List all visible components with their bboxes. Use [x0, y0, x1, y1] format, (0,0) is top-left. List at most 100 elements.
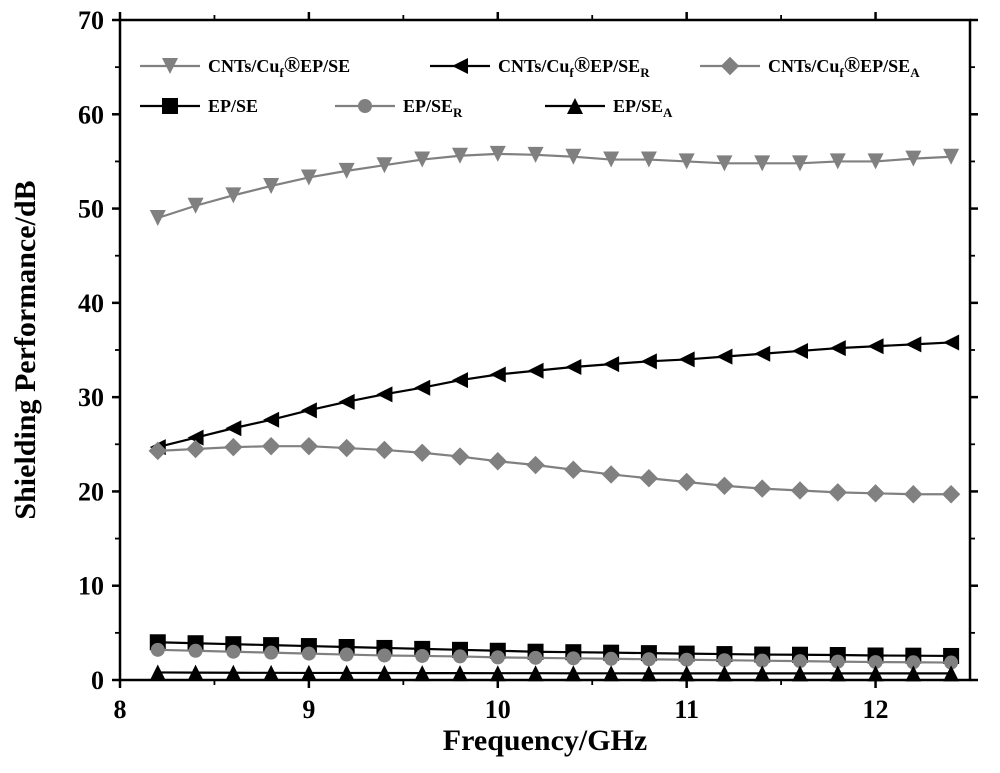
marker-circle — [340, 648, 354, 662]
marker-triangle-left — [490, 367, 506, 383]
marker-diamond — [602, 465, 620, 483]
marker-diamond — [753, 479, 771, 497]
marker-triangle-left — [679, 351, 695, 367]
marker-triangle-left — [641, 353, 657, 369]
x-tick-label: 8 — [114, 695, 127, 724]
marker-diamond — [942, 485, 960, 503]
series-line — [158, 154, 951, 218]
marker-circle — [415, 649, 429, 663]
marker-diamond — [721, 57, 739, 75]
marker-diamond — [904, 485, 922, 503]
marker-triangle-left — [716, 349, 732, 365]
legend-label: CNTs/Cuf®EP/SER — [498, 52, 650, 80]
y-tick-label: 50 — [78, 195, 104, 224]
marker-triangle-left — [868, 338, 884, 354]
marker-circle — [264, 646, 278, 660]
series-line — [158, 446, 951, 494]
marker-triangle-left — [263, 412, 279, 428]
y-tick-label: 40 — [78, 289, 104, 318]
legend-entry-cnts_cu_ep_se_a: CNTs/Cuf®EP/SEA — [700, 52, 920, 80]
marker-triangle-left — [225, 420, 241, 436]
series-cnts_cu_ep_se — [150, 146, 959, 226]
marker-triangle-left — [452, 58, 468, 74]
marker-triangle-down — [188, 198, 204, 214]
marker-circle — [151, 643, 165, 657]
marker-circle — [358, 99, 372, 113]
marker-triangle-left — [565, 359, 581, 375]
marker-diamond — [791, 481, 809, 499]
marker-circle — [491, 650, 505, 664]
marker-circle — [302, 647, 316, 661]
y-axis-label: Shielding Performance/dB — [9, 180, 42, 519]
marker-circle — [566, 651, 580, 665]
marker-circle — [680, 653, 694, 667]
marker-triangle-left — [905, 336, 921, 352]
legend-entry-ep_se_r: EP/SER — [335, 96, 463, 120]
marker-triangle-left — [943, 334, 959, 350]
marker-diamond — [262, 437, 280, 455]
y-tick-label: 10 — [78, 572, 104, 601]
marker-triangle-down — [225, 187, 241, 203]
x-tick-label: 9 — [302, 695, 315, 724]
marker-circle — [377, 648, 391, 662]
series-ep_se_r — [151, 643, 958, 670]
legend-label: CNTs/Cuf®EP/SEA — [768, 52, 920, 80]
marker-diamond — [375, 441, 393, 459]
marker-triangle-left — [339, 394, 355, 410]
legend-entry-ep_se: EP/SE — [140, 96, 258, 116]
marker-circle — [604, 652, 618, 666]
x-tick-label: 11 — [674, 695, 699, 724]
legend-entry-ep_se_a: EP/SEA — [545, 96, 673, 120]
legend-label: CNTs/Cuf®EP/SE — [208, 52, 350, 80]
marker-circle — [642, 652, 656, 666]
series-line — [158, 342, 951, 447]
line-chart: 8 9 10 11 12 0 10 20 30 40 50 60 70 Frequency/GHz Shie… — [0, 0, 1000, 773]
legend-entry-cnts_cu_ep_se: CNTs/Cuf®EP/SE — [140, 52, 350, 80]
marker-diamond — [451, 447, 469, 465]
marker-triangle-left — [414, 380, 430, 396]
marker-circle — [226, 645, 240, 659]
marker-diamond — [715, 477, 733, 495]
x-tick-label: 10 — [485, 695, 511, 724]
y-tick-label: 30 — [78, 383, 104, 412]
legend-entry-cnts_cu_ep_se_r: CNTs/Cuf®EP/SER — [430, 52, 650, 80]
legend-label: EP/SEA — [613, 96, 673, 120]
marker-diamond — [866, 484, 884, 502]
marker-triangle-left — [830, 340, 846, 356]
series-cnts_cu_ep_se_r — [150, 334, 959, 455]
marker-triangle-left — [301, 402, 317, 418]
marker-diamond — [224, 438, 242, 456]
series-line — [158, 672, 951, 673]
marker-square — [162, 98, 178, 114]
y-tick-label: 0 — [91, 666, 104, 695]
marker-diamond — [337, 439, 355, 457]
x-axis-label: Frequency/GHz — [443, 724, 647, 757]
legend-label: EP/SE — [208, 96, 258, 116]
x-tick-label: 12 — [863, 695, 889, 724]
marker-diamond — [413, 444, 431, 462]
marker-triangle-down — [150, 210, 166, 226]
marker-diamond — [640, 469, 658, 487]
marker-circle — [189, 644, 203, 658]
y-tick-label: 70 — [78, 6, 104, 35]
marker-diamond — [829, 483, 847, 501]
marker-triangle-down — [263, 178, 279, 194]
marker-diamond — [526, 456, 544, 474]
y-tick-label: 60 — [78, 100, 104, 129]
marker-circle — [717, 653, 731, 667]
marker-triangle-left — [452, 372, 468, 388]
marker-circle — [453, 649, 467, 663]
series-cnts_cu_ep_se_a — [149, 437, 961, 503]
marker-circle — [529, 651, 543, 665]
marker-diamond — [564, 461, 582, 479]
legend-label: EP/SER — [403, 96, 463, 120]
marker-triangle-left — [603, 356, 619, 372]
chart-container: 8 9 10 11 12 0 10 20 30 40 50 60 70 Frequency/GHz Shie… — [0, 0, 1000, 773]
y-tick-label: 20 — [78, 477, 104, 506]
marker-diamond — [677, 473, 695, 491]
marker-triangle-left — [376, 386, 392, 402]
marker-triangle-left — [754, 346, 770, 362]
marker-triangle-left — [528, 363, 544, 379]
marker-triangle-left — [792, 343, 808, 359]
marker-diamond — [489, 452, 507, 470]
